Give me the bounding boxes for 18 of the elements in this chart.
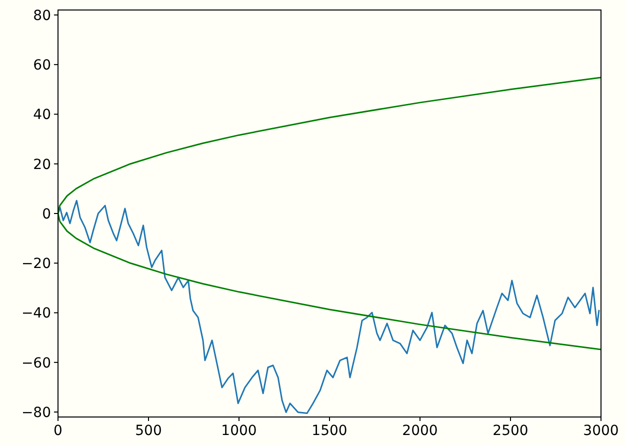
y-tick-label: −20 bbox=[21, 256, 51, 272]
y-tick-label: −80 bbox=[21, 404, 51, 421]
x-tick-label: 500 bbox=[135, 423, 162, 439]
y-tick-label: 40 bbox=[33, 107, 51, 124]
x-tick-label: 2500 bbox=[492, 423, 528, 439]
y-tick-label: 0 bbox=[42, 206, 51, 222]
y-tick-label: −60 bbox=[21, 355, 51, 372]
y-tick-label: 60 bbox=[33, 58, 51, 74]
x-tick-label: 1500 bbox=[312, 423, 348, 439]
x-tick-label: 0 bbox=[54, 423, 62, 439]
line-series bbox=[58, 200, 600, 414]
x-tick-label: 3000 bbox=[583, 423, 619, 439]
y-tick-label: −40 bbox=[21, 306, 51, 322]
y-tick-label: 20 bbox=[33, 156, 51, 173]
x-tick-label: 1000 bbox=[221, 423, 257, 439]
y-tick-label: 80 bbox=[33, 8, 51, 24]
x-tick-label: 2000 bbox=[402, 423, 438, 439]
line-series bbox=[58, 76, 601, 350]
